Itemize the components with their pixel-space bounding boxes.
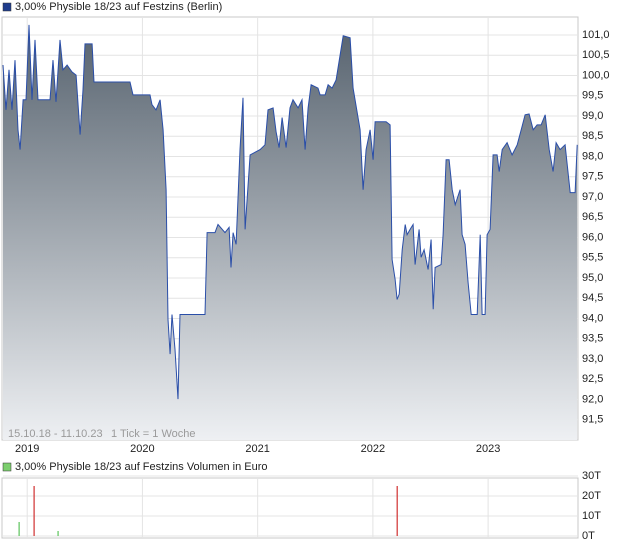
price-line (2, 24, 578, 400)
y-tick-label: 93,5 (582, 333, 603, 345)
y-tick-label: 92,0 (582, 393, 603, 405)
y-tick-label: 10T (582, 510, 601, 522)
y-tick-label: 95,5 (582, 252, 603, 264)
x-tick-label: 2023 (476, 443, 500, 455)
y-tick-label: 101,0 (582, 29, 610, 41)
y-tick-label: 0T (582, 530, 595, 542)
volume-bar (33, 486, 35, 536)
legend-swatch (2, 2, 12, 12)
period-note: 15.10.18 - 11.10.23 (8, 428, 103, 440)
tick-note: 1 Tick = 1 Woche (111, 428, 195, 440)
y-tick-label: 95,0 (582, 272, 603, 284)
y-tick-label: 99,0 (582, 110, 603, 122)
y-tick-label: 92,5 (582, 373, 603, 385)
volume-bar (18, 522, 20, 536)
volume-bar (396, 486, 398, 536)
y-tick-label: 100,5 (582, 49, 610, 61)
y-tick-label: 97,0 (582, 191, 603, 203)
y-tick-label: 96,0 (582, 231, 603, 243)
y-tick-label: 98,5 (582, 130, 603, 142)
y-tick-label: 97,5 (582, 171, 603, 183)
x-tick-label: 2022 (361, 443, 385, 455)
y-tick-label: 98,0 (582, 150, 603, 162)
plot-frame (1, 477, 579, 539)
y-tick-label: 91,5 (582, 414, 603, 426)
x-tick-label: 2020 (130, 443, 154, 455)
legend-label: 3,00% Physible 18/23 auf Festzins Volume… (15, 461, 268, 473)
price-area (3, 24, 578, 441)
y-tick-label: 93,0 (582, 353, 603, 365)
y-tick-label: 100,0 (582, 69, 610, 81)
y-tick-label: 30T (582, 470, 601, 482)
x-tick-label: 2021 (245, 443, 269, 455)
y-tick-label: 96,5 (582, 211, 603, 223)
y-tick-label: 94,0 (582, 312, 603, 324)
y-tick-label: 20T (582, 490, 601, 502)
x-tick-label: 2019 (15, 443, 39, 455)
legend-swatch (2, 462, 12, 472)
volume-bar (57, 531, 59, 536)
y-tick-label: 99,5 (582, 90, 603, 102)
y-tick-label: 94,5 (582, 292, 603, 304)
legend-label: 3,00% Physible 18/23 auf Festzins (Berli… (15, 1, 222, 13)
